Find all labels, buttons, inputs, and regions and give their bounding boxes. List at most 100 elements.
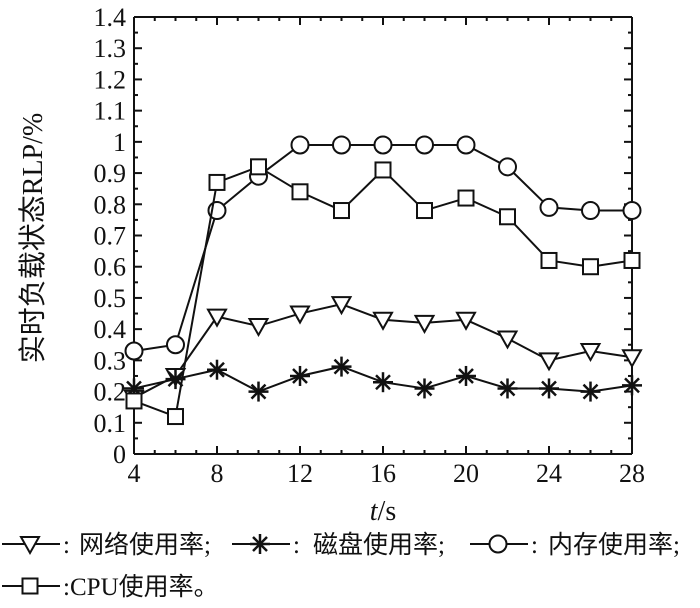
data-point-2-6-shape	[373, 135, 393, 155]
data-point-2-7	[415, 135, 434, 155]
data-point-3-4-shape	[291, 183, 309, 201]
data-point-0-12-shape	[621, 349, 643, 369]
data-point-3-11-shape	[582, 258, 599, 276]
data-point-0-7	[413, 314, 436, 334]
x-tick-label: 24	[536, 459, 562, 488]
data-point-1-8	[456, 365, 476, 386]
y-tick-label: 0	[113, 440, 126, 469]
legend-label: 网络使用率;	[79, 531, 211, 559]
data-point-1-6-stroke-3	[375, 374, 391, 391]
legend-item-1: : 磁盘使用率;	[232, 531, 445, 559]
data-point-3-2-shape	[208, 173, 226, 191]
data-point-3-8	[457, 189, 475, 207]
y-tick-label: 1.2	[94, 65, 127, 94]
legend-label: CPU使用率。	[70, 573, 219, 601]
legend-marker-0	[19, 536, 41, 556]
data-point-3-9-shape	[499, 208, 516, 226]
data-point-2-5-shape	[332, 135, 351, 155]
legend-marker-1-stroke-3	[252, 536, 268, 552]
x-tick-label: 8	[211, 459, 224, 488]
data-point-0-5-shape	[330, 296, 353, 316]
data-point-2-9-shape	[498, 157, 517, 177]
data-point-3-5-shape	[333, 202, 350, 220]
data-point-1-12-stroke-3	[624, 377, 640, 394]
y-ticks: 00.10.2 0.30.40.50.60.7 0.80.911.1 1.21.31.…	[94, 3, 632, 469]
data-point-2-6	[373, 135, 393, 155]
y-tick-label: 0.8	[94, 190, 127, 219]
y-tick-label: 1	[113, 128, 126, 157]
data-point-0-7-shape	[413, 314, 436, 334]
data-point-2-10	[539, 197, 559, 217]
y-tick-label: 1.3	[94, 34, 127, 63]
data-point-2-9	[498, 157, 517, 177]
data-point-3-7	[416, 202, 433, 220]
x-axis-label-unit: /s	[378, 496, 397, 527]
data-point-0-5	[330, 296, 353, 316]
data-point-0-2	[206, 308, 228, 328]
data-point-2-8	[456, 135, 476, 155]
data-point-3-7-shape	[416, 202, 433, 220]
y-tick-label: 0.2	[94, 378, 127, 407]
data-point-0-4	[289, 305, 311, 325]
x-tick-label: 4	[128, 459, 141, 488]
data-point-3-0	[125, 392, 143, 410]
data-point-3-9	[499, 208, 516, 226]
data-point-1-9	[497, 378, 518, 399]
data-point-1-4	[290, 365, 310, 386]
data-point-0-2-shape	[206, 308, 228, 328]
data-point-3-6	[374, 161, 392, 179]
data-point-2-11-shape	[581, 201, 600, 221]
data-point-3-12-shape	[623, 251, 641, 269]
data-point-0-8-shape	[455, 311, 477, 331]
series-3	[125, 158, 641, 426]
y-tick-label: 0.6	[94, 253, 127, 282]
legend-label: 磁盘使用率;	[313, 531, 445, 559]
data-point-1-7-stroke-3	[416, 380, 433, 397]
data-point-2-4	[290, 135, 310, 155]
data-point-1-12	[622, 375, 642, 396]
series-1	[124, 356, 642, 402]
y-tick-label: 0.7	[94, 222, 127, 251]
data-point-0-11-shape	[579, 342, 602, 363]
data-point-3-8-shape	[457, 189, 475, 207]
x-tick-label: 16	[370, 459, 396, 488]
x-ticks: 4 8 12 16 20 24 28	[128, 17, 645, 488]
y-tick-label: 0.9	[94, 159, 127, 188]
legend-separator: :	[63, 532, 70, 559]
data-point-1-10-stroke-3	[541, 380, 557, 397]
data-point-0-3-shape	[247, 318, 270, 338]
data-point-3-10	[540, 251, 558, 269]
y-tick-label: 0.4	[94, 315, 127, 344]
data-point-0-11	[579, 342, 602, 363]
data-point-3-4	[291, 183, 309, 201]
data-point-2-8-shape	[456, 135, 476, 155]
legend-item-0: : 网络使用率;	[2, 531, 211, 559]
legend-marker-3	[21, 577, 39, 595]
legend-marker-0-shape	[19, 536, 41, 556]
y-tick-label: 0.1	[94, 409, 127, 438]
data-point-1-2	[207, 359, 227, 380]
data-point-2-0	[124, 341, 144, 361]
data-point-2-5	[332, 135, 351, 155]
data-point-1-4-stroke-3	[292, 368, 308, 384]
data-point-1-2-stroke-3	[209, 361, 225, 378]
data-point-2-7-shape	[415, 135, 434, 155]
data-point-3-1-shape	[167, 408, 184, 426]
data-point-2-11	[581, 201, 600, 221]
data-point-1-11	[580, 381, 601, 402]
data-point-0-12	[621, 349, 643, 369]
data-point-1-1-stroke-3	[167, 371, 184, 387]
data-point-2-1	[166, 335, 185, 355]
data-point-3-1	[167, 408, 184, 426]
data-point-3-10-shape	[540, 251, 558, 269]
legend-item-2: : 内存使用率;	[470, 531, 680, 559]
legend-separator: :	[531, 532, 538, 559]
data-point-1-6	[373, 372, 393, 393]
data-point-1-7	[414, 378, 435, 399]
data-point-0-9	[496, 330, 519, 350]
data-point-3-0-shape	[125, 392, 143, 410]
data-point-3-6-shape	[374, 161, 392, 179]
legend-item-3: : CPU使用率。	[2, 573, 219, 601]
data-point-0-6	[372, 311, 394, 331]
